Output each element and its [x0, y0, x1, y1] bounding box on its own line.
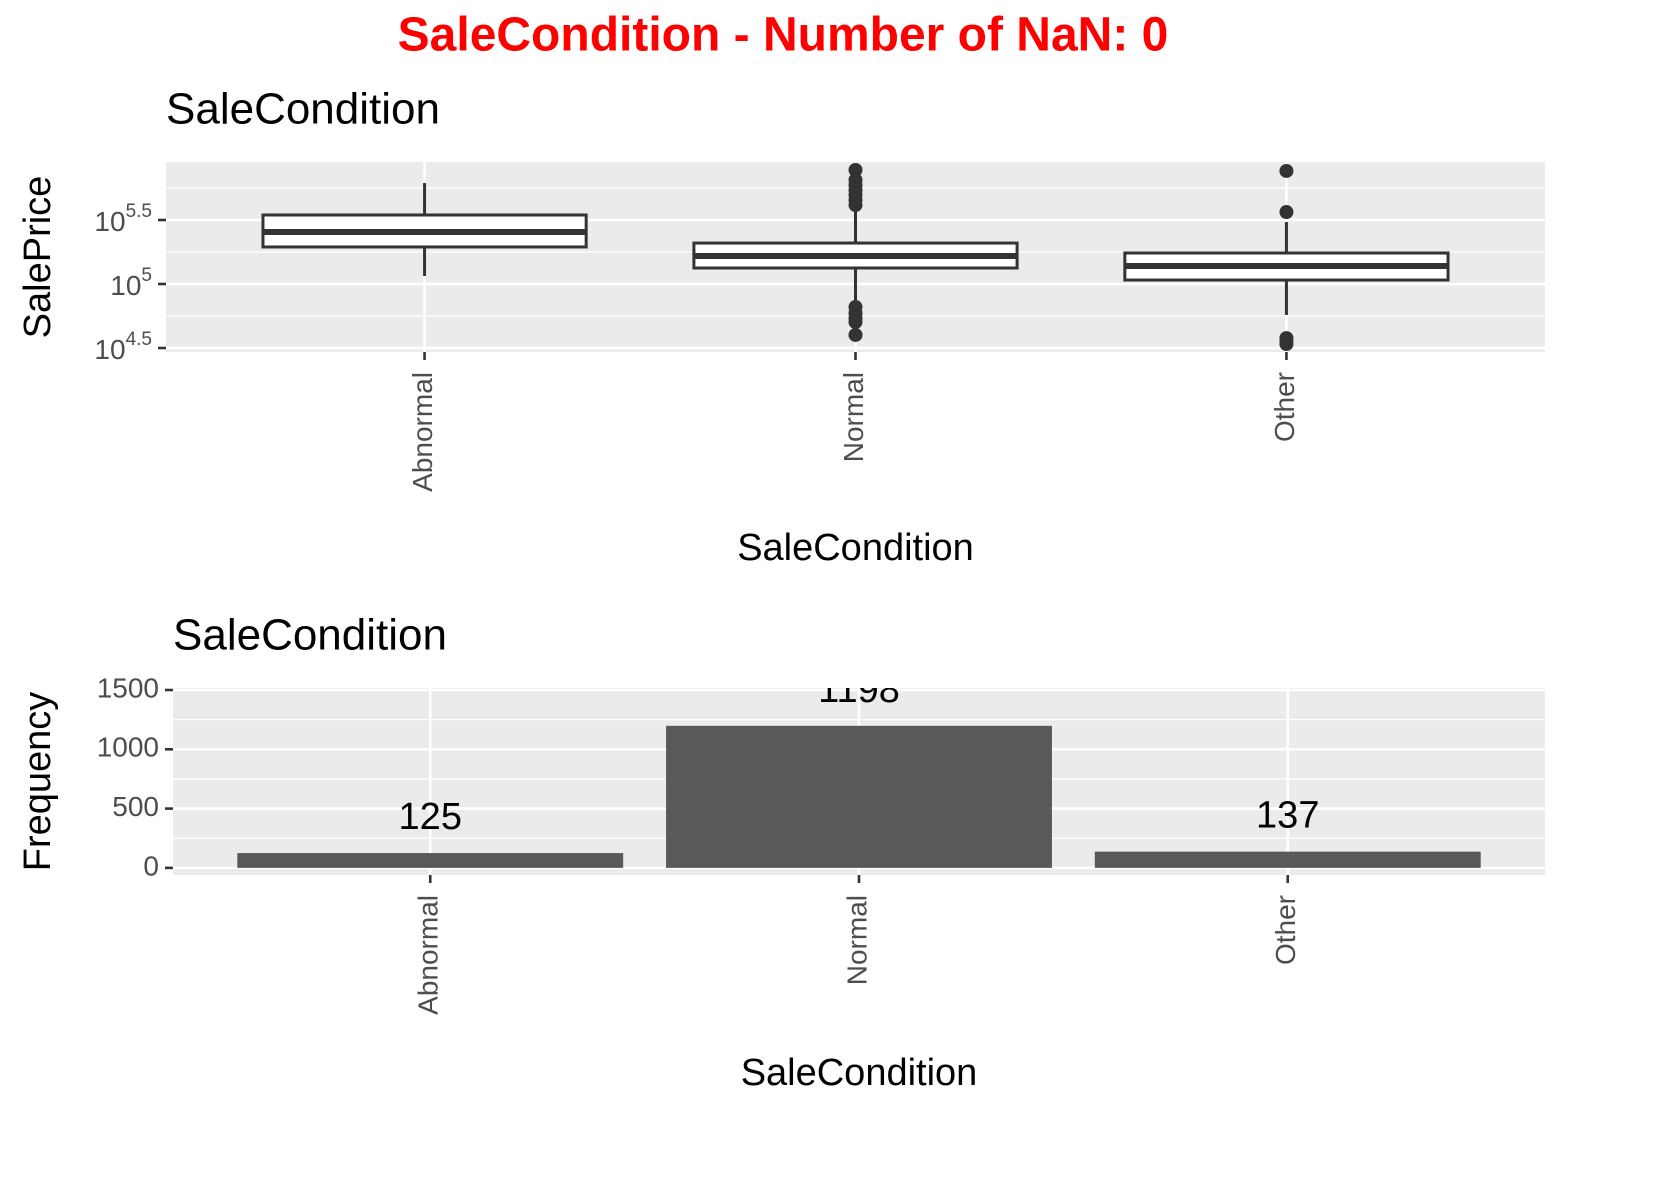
y-tick-label: 1500	[97, 672, 159, 703]
y-tick-label: 105.5	[94, 201, 152, 237]
y-tick-label: 104.5	[94, 329, 152, 365]
value-label: 1198	[818, 669, 900, 711]
y-axis-title: Frequency	[17, 692, 59, 872]
outlier	[848, 315, 863, 330]
outlier	[1279, 205, 1294, 220]
outlier	[848, 162, 863, 177]
value-label: 137	[1256, 795, 1319, 837]
x-tick-label: Normal	[838, 372, 869, 462]
value-label: 125	[399, 796, 462, 838]
y-tick-label: 105	[110, 265, 152, 301]
y-tick-label: 1000	[97, 732, 159, 763]
outlier	[848, 172, 863, 187]
y-tick-label: 500	[112, 791, 159, 822]
outlier	[1279, 163, 1294, 178]
x-tick-label: Other	[1269, 372, 1300, 442]
figure-title: SaleCondition - Number of NaN: 0	[398, 9, 1169, 62]
bar	[666, 725, 1052, 868]
x-tick-label: Other	[1270, 895, 1301, 965]
outlier	[1279, 337, 1294, 352]
bar	[1094, 851, 1481, 868]
x-tick-label: Normal	[841, 895, 872, 985]
x-axis-title: SaleCondition	[737, 527, 974, 569]
chart-title: SaleCondition	[173, 611, 447, 660]
x-tick-label: Abnormal	[413, 895, 444, 1015]
outlier	[848, 327, 863, 342]
y-tick-label: 0	[143, 850, 159, 881]
x-tick-label: Abnormal	[407, 372, 438, 492]
bar	[237, 853, 624, 868]
chart-title: SaleCondition	[166, 85, 440, 134]
x-axis-title: SaleCondition	[741, 1052, 978, 1094]
y-axis-title: SalePrice	[17, 176, 59, 339]
